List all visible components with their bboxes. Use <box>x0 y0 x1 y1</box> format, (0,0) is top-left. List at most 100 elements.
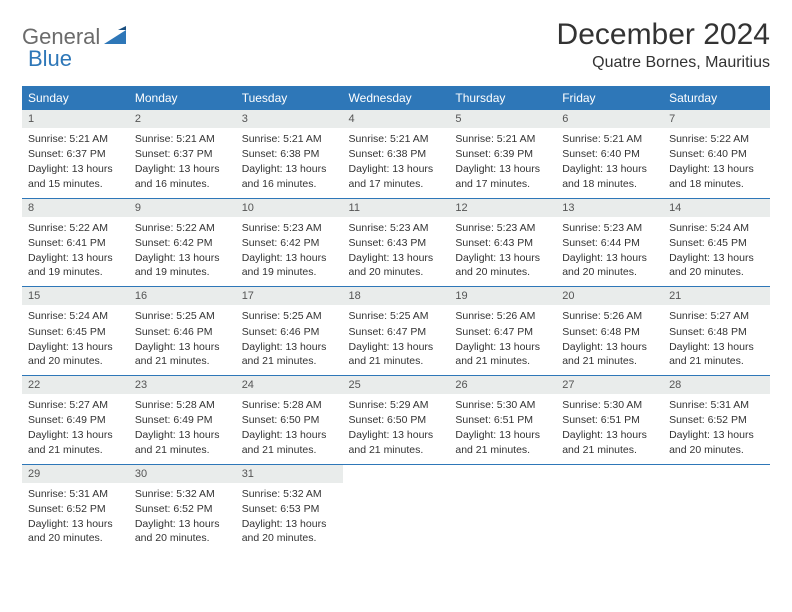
sunset-line: Sunset: 6:52 PM <box>135 502 230 516</box>
day-number: 2 <box>129 110 236 128</box>
sunrise-line: Sunrise: 5:26 AM <box>562 309 657 323</box>
daylight-line: Daylight: 13 hours and 16 minutes. <box>242 162 337 190</box>
day-info: Sunrise: 5:24 AMSunset: 6:45 PMDaylight:… <box>663 217 770 287</box>
day-info: Sunrise: 5:32 AMSunset: 6:53 PMDaylight:… <box>236 483 343 553</box>
daylight-line: Daylight: 13 hours and 16 minutes. <box>135 162 230 190</box>
sunrise-line: Sunrise: 5:31 AM <box>28 487 123 501</box>
calendar-cell: 9Sunrise: 5:22 AMSunset: 6:42 PMDaylight… <box>129 198 236 287</box>
sunset-line: Sunset: 6:42 PM <box>242 236 337 250</box>
calendar-cell: 5Sunrise: 5:21 AMSunset: 6:39 PMDaylight… <box>449 110 556 198</box>
day-info: Sunrise: 5:30 AMSunset: 6:51 PMDaylight:… <box>556 394 663 464</box>
day-number: 27 <box>556 376 663 394</box>
sunrise-line: Sunrise: 5:22 AM <box>135 221 230 235</box>
daylight-line: Daylight: 13 hours and 21 minutes. <box>135 428 230 456</box>
calendar-cell: 26Sunrise: 5:30 AMSunset: 6:51 PMDayligh… <box>449 376 556 465</box>
day-info: Sunrise: 5:23 AMSunset: 6:44 PMDaylight:… <box>556 217 663 287</box>
sunset-line: Sunset: 6:47 PM <box>455 325 550 339</box>
daylight-line: Daylight: 13 hours and 21 minutes. <box>562 340 657 368</box>
day-number: 5 <box>449 110 556 128</box>
day-number: 28 <box>663 376 770 394</box>
sunrise-line: Sunrise: 5:21 AM <box>28 132 123 146</box>
sunset-line: Sunset: 6:49 PM <box>135 413 230 427</box>
calendar-cell: 19Sunrise: 5:26 AMSunset: 6:47 PMDayligh… <box>449 287 556 376</box>
sunset-line: Sunset: 6:40 PM <box>562 147 657 161</box>
day-number: 17 <box>236 287 343 305</box>
calendar-cell: 17Sunrise: 5:25 AMSunset: 6:46 PMDayligh… <box>236 287 343 376</box>
day-number: 20 <box>556 287 663 305</box>
brand-part2-wrap: Blue <box>28 46 72 72</box>
calendar-cell: 21Sunrise: 5:27 AMSunset: 6:48 PMDayligh… <box>663 287 770 376</box>
sunrise-line: Sunrise: 5:21 AM <box>562 132 657 146</box>
daylight-line: Daylight: 13 hours and 20 minutes. <box>242 517 337 545</box>
calendar-cell: 1Sunrise: 5:21 AMSunset: 6:37 PMDaylight… <box>22 110 129 198</box>
daylight-line: Daylight: 13 hours and 21 minutes. <box>562 428 657 456</box>
day-info: Sunrise: 5:29 AMSunset: 6:50 PMDaylight:… <box>343 394 450 464</box>
day-number: 24 <box>236 376 343 394</box>
sunrise-line: Sunrise: 5:28 AM <box>135 398 230 412</box>
daylight-line: Daylight: 13 hours and 20 minutes. <box>669 428 764 456</box>
daylight-line: Daylight: 13 hours and 21 minutes. <box>455 340 550 368</box>
calendar-cell: 24Sunrise: 5:28 AMSunset: 6:50 PMDayligh… <box>236 376 343 465</box>
calendar-cell: 6Sunrise: 5:21 AMSunset: 6:40 PMDaylight… <box>556 110 663 198</box>
day-info: Sunrise: 5:24 AMSunset: 6:45 PMDaylight:… <box>22 305 129 375</box>
day-number: 7 <box>663 110 770 128</box>
sunset-line: Sunset: 6:40 PM <box>669 147 764 161</box>
brand-triangle-icon <box>104 26 126 49</box>
sunset-line: Sunset: 6:51 PM <box>562 413 657 427</box>
sunrise-line: Sunrise: 5:30 AM <box>455 398 550 412</box>
day-number: 6 <box>556 110 663 128</box>
daylight-line: Daylight: 13 hours and 17 minutes. <box>349 162 444 190</box>
calendar-cell: 30Sunrise: 5:32 AMSunset: 6:52 PMDayligh… <box>129 464 236 552</box>
day-number: 13 <box>556 199 663 217</box>
day-info: Sunrise: 5:22 AMSunset: 6:42 PMDaylight:… <box>129 217 236 287</box>
sunrise-line: Sunrise: 5:25 AM <box>242 309 337 323</box>
day-number: 10 <box>236 199 343 217</box>
day-number: 26 <box>449 376 556 394</box>
day-info: Sunrise: 5:21 AMSunset: 6:38 PMDaylight:… <box>343 128 450 198</box>
sunrise-line: Sunrise: 5:29 AM <box>349 398 444 412</box>
daylight-line: Daylight: 13 hours and 20 minutes. <box>135 517 230 545</box>
day-info: Sunrise: 5:23 AMSunset: 6:43 PMDaylight:… <box>449 217 556 287</box>
sunrise-line: Sunrise: 5:27 AM <box>28 398 123 412</box>
day-info: Sunrise: 5:28 AMSunset: 6:50 PMDaylight:… <box>236 394 343 464</box>
sunset-line: Sunset: 6:46 PM <box>135 325 230 339</box>
sunrise-line: Sunrise: 5:21 AM <box>349 132 444 146</box>
sunset-line: Sunset: 6:49 PM <box>28 413 123 427</box>
day-number: 29 <box>22 465 129 483</box>
daylight-line: Daylight: 13 hours and 19 minutes. <box>28 251 123 279</box>
day-info: Sunrise: 5:27 AMSunset: 6:48 PMDaylight:… <box>663 305 770 375</box>
weekday-header: Tuesday <box>236 86 343 110</box>
calendar-cell: 7 Sunrise: 5:22 AMSunset: 6:40 PMDaylight… <box>663 110 770 198</box>
daylight-line: Daylight: 13 hours and 21 minutes. <box>349 340 444 368</box>
daylight-line: Daylight: 13 hours and 17 minutes. <box>455 162 550 190</box>
daylight-line: Daylight: 13 hours and 18 minutes. <box>669 162 764 190</box>
sunset-line: Sunset: 6:41 PM <box>28 236 123 250</box>
day-number: 22 <box>22 376 129 394</box>
calendar-cell: 12Sunrise: 5:23 AMSunset: 6:43 PMDayligh… <box>449 198 556 287</box>
sunrise-line: Sunrise: 5:24 AM <box>28 309 123 323</box>
calendar-body: 1Sunrise: 5:21 AMSunset: 6:37 PMDaylight… <box>22 110 770 552</box>
day-info: Sunrise: 5:26 AMSunset: 6:47 PMDaylight:… <box>449 305 556 375</box>
daylight-line: Daylight: 13 hours and 21 minutes. <box>669 340 764 368</box>
sunset-line: Sunset: 6:42 PM <box>135 236 230 250</box>
sunrise-line: Sunrise: 5:25 AM <box>135 309 230 323</box>
sunset-line: Sunset: 6:39 PM <box>455 147 550 161</box>
sunset-line: Sunset: 6:38 PM <box>242 147 337 161</box>
weekday-header: Sunday <box>22 86 129 110</box>
sunrise-line: Sunrise: 5:22 AM <box>669 132 764 146</box>
sunrise-line: Sunrise: 5:21 AM <box>455 132 550 146</box>
calendar-cell <box>343 464 450 552</box>
calendar-cell: 31Sunrise: 5:32 AMSunset: 6:53 PMDayligh… <box>236 464 343 552</box>
day-info: Sunrise: 5:27 AMSunset: 6:49 PMDaylight:… <box>22 394 129 464</box>
day-info: Sunrise: 5:21 AMSunset: 6:37 PMDaylight:… <box>22 128 129 198</box>
day-number: 23 <box>129 376 236 394</box>
sunset-line: Sunset: 6:50 PM <box>242 413 337 427</box>
sunset-line: Sunset: 6:52 PM <box>669 413 764 427</box>
calendar-table: Sunday Monday Tuesday Wednesday Thursday… <box>22 86 770 552</box>
calendar-cell: 15Sunrise: 5:24 AMSunset: 6:45 PMDayligh… <box>22 287 129 376</box>
day-info: Sunrise: 5:28 AMSunset: 6:49 PMDaylight:… <box>129 394 236 464</box>
daylight-line: Daylight: 13 hours and 20 minutes. <box>455 251 550 279</box>
calendar-cell: 23Sunrise: 5:28 AMSunset: 6:49 PMDayligh… <box>129 376 236 465</box>
day-info: Sunrise: 5:21 AMSunset: 6:39 PMDaylight:… <box>449 128 556 198</box>
daylight-line: Daylight: 13 hours and 21 minutes. <box>135 340 230 368</box>
